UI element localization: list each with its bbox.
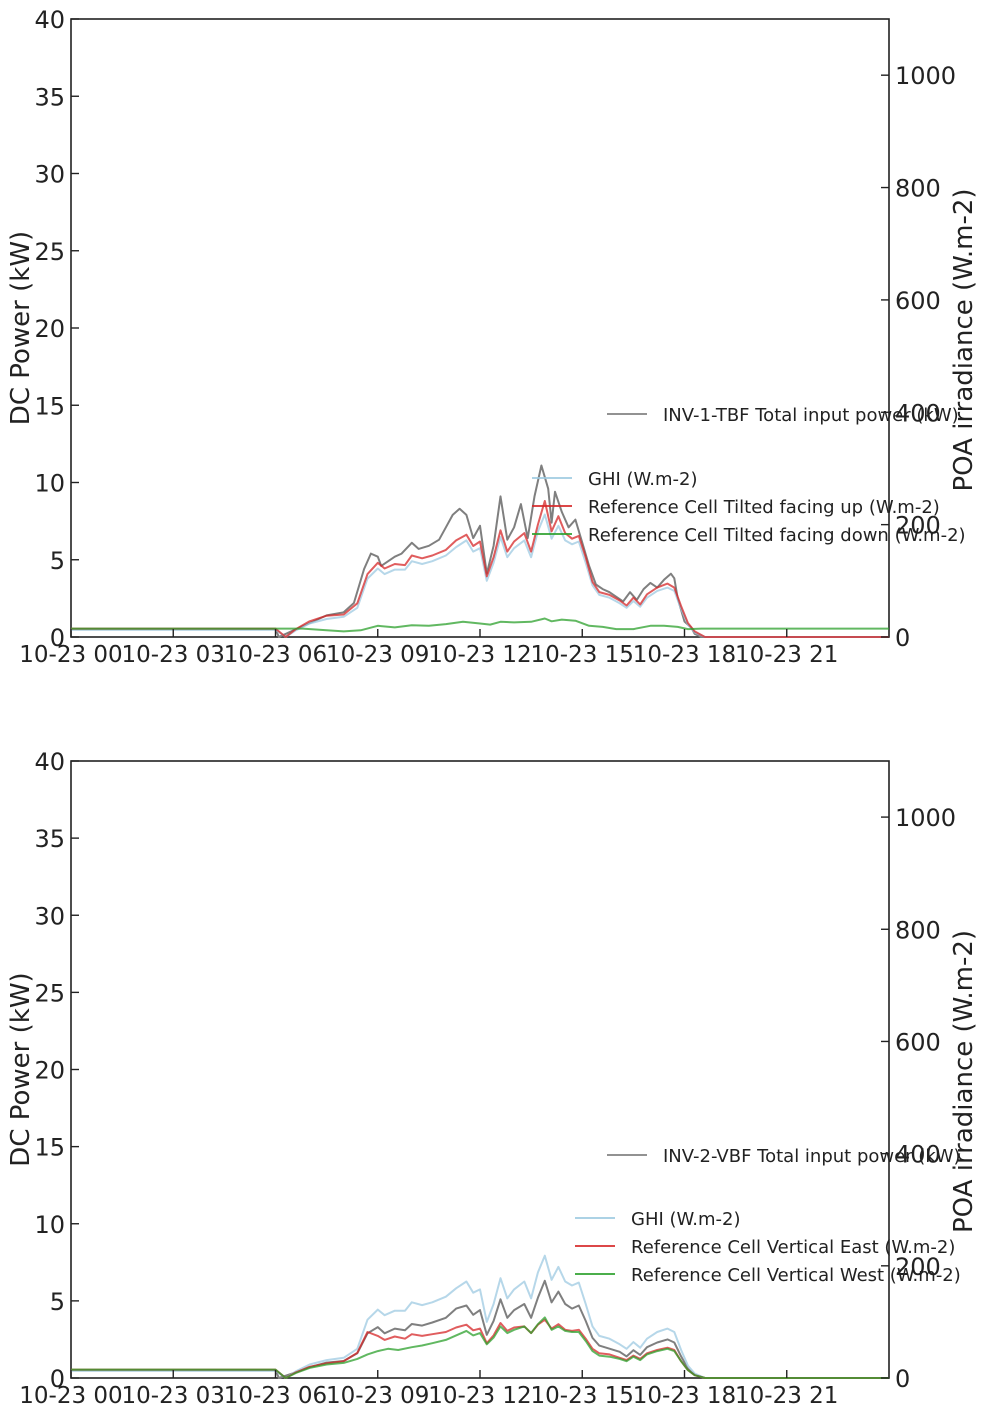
- legend-item: Reference Cell Tilted facing down (W.m-2…: [532, 525, 966, 546]
- left-axis-tick-label: 0: [50, 624, 65, 652]
- right-axis-tick-label: 0: [895, 1365, 910, 1393]
- left-axis-tick-label: 5: [50, 547, 65, 575]
- left-axis-tick-label: 20: [34, 1057, 65, 1085]
- series-line-4: [71, 617, 889, 633]
- series-line-1: [71, 464, 889, 638]
- legend-right-axis: GHI (W.m-2) Reference Cell Tilted facing …: [532, 469, 966, 546]
- right-axis-tick-label: 800: [895, 175, 941, 203]
- left-axis-tick-label: 30: [34, 161, 65, 189]
- right-axis-tick-label: 1000: [895, 804, 956, 832]
- legend-label: GHI (W.m-2): [631, 1209, 741, 1230]
- right-axis-tick-label: 600: [895, 287, 941, 315]
- legend-item: GHI (W.m-2): [532, 469, 698, 490]
- legend-item: INV-1-TBF Total input power (kW): [607, 405, 959, 426]
- legend-item: GHI (W.m-2): [575, 1209, 741, 1230]
- legend-label: Reference Cell Vertical East (W.m-2): [631, 1237, 955, 1258]
- left-axis-label: DC Power (kW): [6, 972, 36, 1166]
- right-axis-label: POA irradiance (W.m-2): [949, 930, 979, 1233]
- legend-item: Reference Cell Vertical East (W.m-2): [575, 1237, 955, 1258]
- left-axis-label: DC Power (kW): [6, 231, 36, 425]
- right-axis-tick-label: 400: [895, 1141, 941, 1169]
- series-line-1: [71, 1279, 889, 1379]
- right-axis-tick-label: 1000: [895, 62, 956, 90]
- right-axis-tick-label: 200: [895, 1253, 941, 1281]
- legend-label: INV-2-VBF Total input power (kW): [663, 1146, 961, 1167]
- legend-item: Reference Cell Tilted facing up (W.m-2): [532, 497, 940, 518]
- left-axis-tick-label: 20: [34, 315, 65, 343]
- right-axis-tick-label: 200: [895, 512, 941, 540]
- left-axis-tick-label: 0: [50, 1365, 65, 1393]
- x-axis-tick-label: 10-23 03: [122, 1383, 225, 1409]
- legend-label: GHI (W.m-2): [588, 469, 698, 490]
- right-axis-tick-label: 800: [895, 916, 941, 944]
- legend-label: Reference Cell Tilted facing down (W.m-2…: [588, 525, 966, 546]
- left-axis-tick-label: 25: [34, 238, 65, 266]
- right-axis-tick-label: 400: [895, 399, 941, 427]
- x-axis-tick-label: 10-23 12: [428, 642, 531, 668]
- series-layer: [71, 1254, 889, 1379]
- legend-label: Reference Cell Vertical West (W.m-2): [631, 1265, 961, 1286]
- x-axis-tick-label: 10-23 21: [735, 642, 838, 668]
- x-axis-tick-label: 10-23 06: [224, 1383, 327, 1409]
- left-axis-tick-label: 10: [34, 470, 65, 498]
- x-axis-tick-label: 10-23 18: [633, 1383, 736, 1409]
- left-axis-tick-label: 5: [50, 1288, 65, 1316]
- legend-left-axis: INV-1-TBF Total input power (kW): [607, 405, 959, 426]
- x-axis-tick-label: 10-23 00: [19, 642, 122, 668]
- series-line-3: [71, 500, 889, 638]
- right-axis-tick-label: 600: [895, 1028, 941, 1056]
- x-axis-tick-label: 10-23 03: [122, 642, 225, 668]
- series-line-4: [71, 1316, 889, 1379]
- x-axis-tick-label: 10-23 09: [326, 1383, 429, 1409]
- left-axis-tick-label: 25: [34, 979, 65, 1007]
- x-axis-tick-label: 10-23 06: [224, 642, 327, 668]
- left-axis-tick-label: 40: [34, 748, 65, 776]
- legend-item: INV-2-VBF Total input power (kW): [607, 1146, 961, 1167]
- x-axis-tick-label: 10-23 15: [531, 642, 634, 668]
- x-axis-tick-label: 10-23 15: [531, 1383, 634, 1409]
- legend-left-axis: INV-2-VBF Total input power (kW): [607, 1146, 961, 1167]
- series-line-2: [71, 1254, 889, 1379]
- right-axis-tick-label: 0: [895, 624, 910, 652]
- series-line-2: [71, 513, 889, 638]
- x-axis-tick-label: 10-23 12: [428, 1383, 531, 1409]
- x-axis-tick-label: 10-23 09: [326, 642, 429, 668]
- series-layer: [71, 464, 889, 638]
- left-axis-tick-label: 15: [34, 1134, 65, 1162]
- left-axis-tick-label: 35: [34, 825, 65, 853]
- legend-item: Reference Cell Vertical West (W.m-2): [575, 1265, 961, 1286]
- left-axis-tick-label: 40: [34, 6, 65, 34]
- x-axis-tick-label: 10-23 21: [735, 1383, 838, 1409]
- left-axis-tick-label: 15: [34, 392, 65, 420]
- legend-label: INV-1-TBF Total input power (kW): [663, 405, 959, 426]
- legend-label: Reference Cell Tilted facing up (W.m-2): [588, 497, 940, 518]
- legend-right-axis: GHI (W.m-2) Reference Cell Vertical East …: [575, 1209, 961, 1286]
- x-axis-tick-label: 10-23 00: [19, 1383, 122, 1409]
- left-axis-tick-label: 30: [34, 902, 65, 930]
- left-axis-tick-label: 35: [34, 83, 65, 111]
- x-axis-tick-label: 10-23 18: [633, 642, 736, 668]
- left-axis-tick-label: 10: [34, 1211, 65, 1239]
- right-axis-label: POA irradiance (W.m-2): [949, 188, 979, 491]
